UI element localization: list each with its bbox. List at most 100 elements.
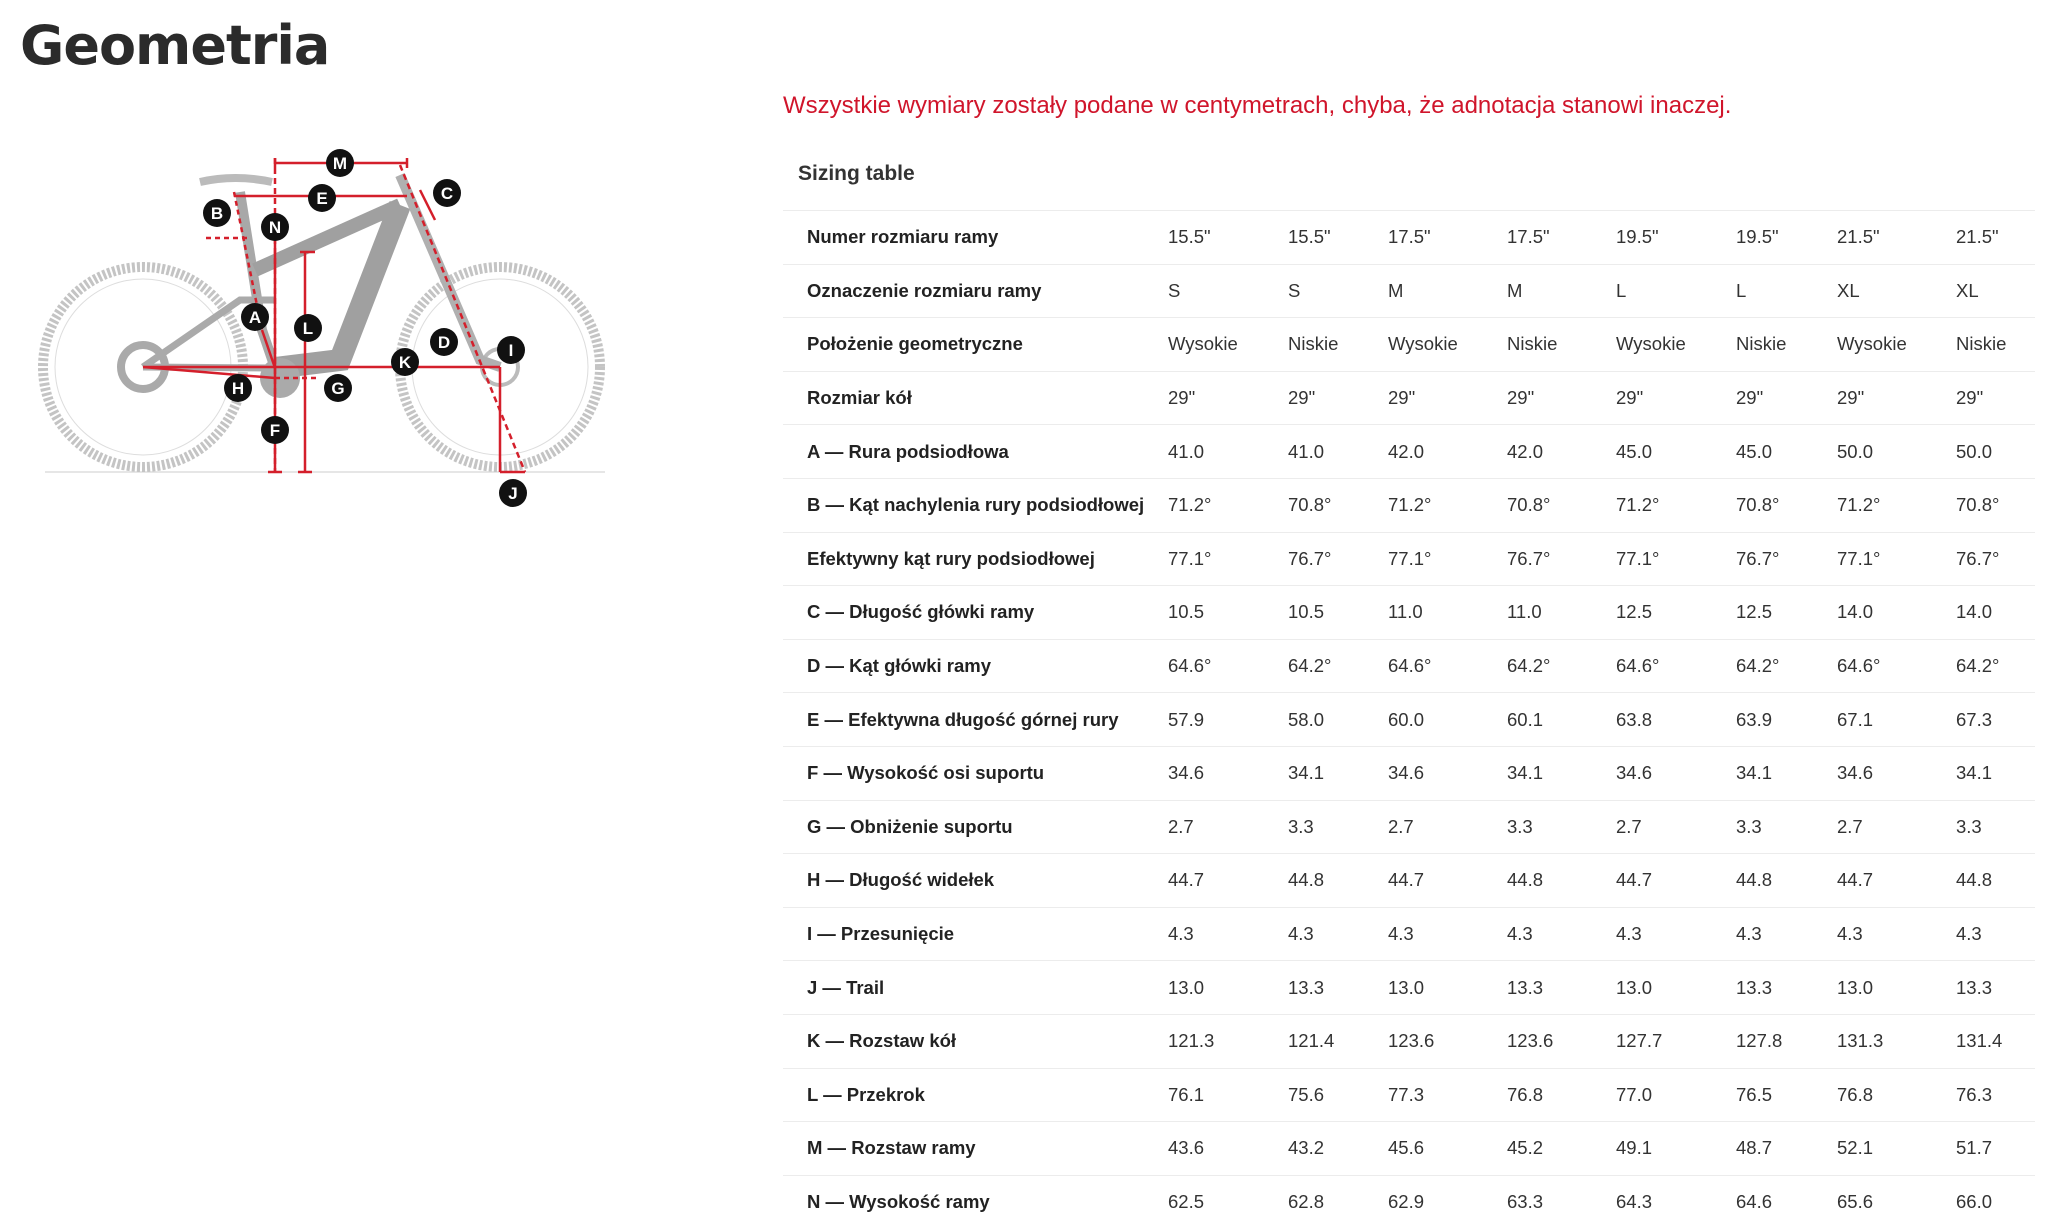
table-cell: 64.6° (1616, 638, 1736, 693)
table-row: Oznaczenie rozmiaru ramy S S M M L L XL XL (783, 263, 2035, 318)
table-row: G — Obniżenie suportu 2.7 3.3 2.7 3.3 2.7 3.3 2… (783, 799, 2035, 854)
table-cell: 64.2° (1736, 638, 1837, 693)
table-cell: XL (1956, 263, 2035, 318)
table-cell: 75.6 (1288, 1067, 1388, 1122)
table-cell: 77.0 (1616, 1067, 1736, 1122)
marker-l: L (294, 314, 322, 342)
svg-text:F: F (270, 421, 280, 440)
svg-text:A: A (249, 308, 261, 327)
row-label: H — Długość widełek (783, 853, 1168, 908)
table-row: F — Wysokość osi suportu 34.6 34.1 34.6 34.1… (783, 745, 2035, 801)
table-cell: 41.0 (1288, 424, 1388, 479)
table-cell: 4.3 (1837, 906, 1956, 961)
table-cell: 44.7 (1388, 853, 1507, 908)
table-cell: 2.7 (1168, 799, 1288, 854)
table-cell: 10.5 (1168, 585, 1288, 640)
table-cell: 13.3 (1736, 960, 1837, 1015)
table-cell: 48.7 (1736, 1121, 1837, 1176)
table-cell: 127.7 (1616, 1013, 1736, 1068)
bike-geometry-diagram: M E C B N A L K D I H G F J (38, 149, 605, 507)
table-cell: 3.3 (1288, 799, 1388, 854)
svg-text:N: N (269, 218, 281, 237)
table-cell: 15.5" (1168, 210, 1288, 265)
row-label: J — Trail (783, 960, 1168, 1015)
table-cell: 64.6° (1388, 638, 1507, 693)
table-cell: 14.0 (1956, 585, 2035, 640)
table-row: Rozmiar kół 29" 29" 29" 29" 29" 29" 29" 29" (783, 370, 2035, 425)
table-cell: 131.4 (1956, 1013, 2035, 1068)
table-cell: 34.1 (1288, 745, 1388, 801)
table-cell: 51.7 (1956, 1121, 2035, 1176)
table-cell: 67.1 (1837, 692, 1956, 747)
table-cell: 64.6 (1736, 1174, 1837, 1228)
svg-text:M: M (333, 154, 347, 173)
table-cell: 34.6 (1388, 745, 1507, 801)
table-row: K — Rozstaw kół 121.3 121.4 123.6 123.6 127.7… (783, 1013, 2035, 1068)
table-cell: 70.8° (1736, 477, 1837, 533)
table-cell: Wysokie (1616, 317, 1736, 372)
table-cell: 62.9 (1388, 1174, 1507, 1228)
table-cell: 13.0 (1616, 960, 1736, 1015)
row-label: A — Rura podsiodłowa (783, 424, 1168, 479)
table-cell: 4.3 (1507, 906, 1616, 961)
marker-n: N (261, 213, 289, 241)
table-cell: 44.8 (1956, 853, 2035, 908)
table-row: E — Efektywna długość górnej rury 57.9 58.… (783, 692, 2035, 747)
table-cell: 45.2 (1507, 1121, 1616, 1176)
table-cell: 64.6° (1837, 638, 1956, 693)
table-cell: 13.3 (1507, 960, 1616, 1015)
table-cell: 67.3 (1956, 692, 2035, 747)
table-cell: 71.2° (1616, 477, 1736, 533)
table-cell: 4.3 (1288, 906, 1388, 961)
table-cell: 50.0 (1837, 424, 1956, 479)
table-cell: 64.2° (1956, 638, 2035, 693)
table-cell: 57.9 (1168, 692, 1288, 747)
table-cell: 34.6 (1168, 745, 1288, 801)
table-cell: 70.8° (1288, 477, 1388, 533)
table-cell: 77.1° (1837, 531, 1956, 586)
table-cell: 4.3 (1168, 906, 1288, 961)
table-cell: 60.0 (1388, 692, 1507, 747)
table-cell: 52.1 (1837, 1121, 1956, 1176)
table-cell: 29" (1168, 370, 1288, 425)
table-cell: 63.3 (1507, 1174, 1616, 1228)
table-cell: 45.0 (1616, 424, 1736, 479)
table-cell: 60.1 (1507, 692, 1616, 747)
table-cell: 70.8° (1507, 477, 1616, 533)
table-cell: 13.0 (1168, 960, 1288, 1015)
table-cell: 45.0 (1736, 424, 1837, 479)
table-row: N — Wysokość ramy 62.5 62.8 62.9 63.3 64.3 64.… (783, 1174, 2035, 1228)
table-cell: L (1736, 263, 1837, 318)
table-cell: 12.5 (1736, 585, 1837, 640)
table-cell: 64.2° (1288, 638, 1388, 693)
sizing-table: Numer rozmiaru ramy 15.5" 15.5" 17.5" 17.5" 1… (783, 210, 2035, 1228)
table-cell: 10.5 (1288, 585, 1388, 640)
table-row: A — Rura podsiodłowa 41.0 41.0 42.0 42.0 45.0… (783, 424, 2035, 479)
table-cell: 12.5 (1616, 585, 1736, 640)
table-cell: 121.3 (1168, 1013, 1288, 1068)
marker-h: H (224, 374, 252, 402)
table-cell: 29" (1616, 370, 1736, 425)
table-row: Położenie geometryczne Wysokie Niskie Wysok… (783, 317, 2035, 372)
table-cell: 15.5" (1288, 210, 1388, 265)
svg-text:B: B (211, 204, 223, 223)
table-cell: M (1388, 263, 1507, 318)
table-row: H — Długość widełek 44.7 44.8 44.7 44.8 44.7 4… (783, 853, 2035, 908)
table-cell: 76.7° (1956, 531, 2035, 586)
table-cell: 44.7 (1837, 853, 1956, 908)
marker-a: A (241, 303, 269, 331)
marker-m: M (326, 149, 354, 177)
table-cell: 76.1 (1168, 1067, 1288, 1122)
row-label: C — Długość główki ramy (783, 585, 1168, 640)
table-cell: 29" (1288, 370, 1388, 425)
table-cell: 58.0 (1288, 692, 1388, 747)
table-cell: 2.7 (1388, 799, 1507, 854)
table-cell: 42.0 (1507, 424, 1616, 479)
row-label: Oznaczenie rozmiaru ramy (783, 263, 1168, 318)
table-cell: 43.6 (1168, 1121, 1288, 1176)
svg-text:C: C (441, 184, 453, 203)
table-cell: 76.5 (1736, 1067, 1837, 1122)
row-label: G — Obniżenie suportu (783, 799, 1168, 854)
marker-c: C (433, 179, 461, 207)
sizing-table-title: Sizing table (798, 162, 915, 185)
